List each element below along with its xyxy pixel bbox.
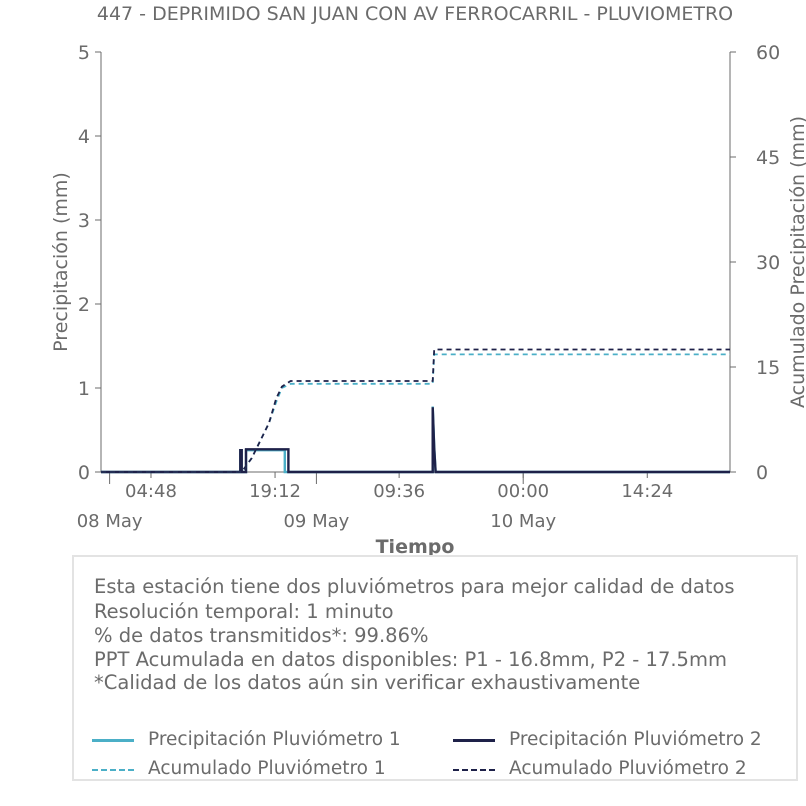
legend-swatch-a2 <box>453 769 495 771</box>
x-tick-label: 09:36 <box>373 481 425 502</box>
y-tick-label: 3 <box>78 210 90 232</box>
y2-tick-label: 15 <box>756 357 780 379</box>
series-line-3 <box>101 353 730 473</box>
legend-swatch-p1 <box>92 739 134 742</box>
x-date-label: 10 May <box>490 511 556 532</box>
y2-tick-label: 60 <box>756 42 780 64</box>
series-line-2 <box>101 407 730 474</box>
x-date-label: 08 May <box>77 511 143 532</box>
info-line-stations: Esta estación tiene dos pluviómetros par… <box>94 575 735 598</box>
y-tick-label: 1 <box>78 378 90 400</box>
info-box: Esta estación tiene dos pluviómetros par… <box>72 555 798 781</box>
legend-label-a1: Acumulado Pluviómetro 1 <box>148 758 386 779</box>
y2-tick-label: 0 <box>756 462 768 484</box>
x-tick-label: 00:00 <box>497 481 549 502</box>
x-tick-label: 04:48 <box>125 481 177 502</box>
chart: 447 - DEPRIMIDO SAN JUAN CON AV FERROCAR… <box>50 3 806 555</box>
x-tick-label: 14:24 <box>621 481 673 502</box>
y2-tick-label: 30 <box>756 252 780 274</box>
y-tick-label: 0 <box>78 462 90 484</box>
y-tick-label: 5 <box>78 42 90 64</box>
y-axis-label: Precipitación (mm) <box>50 172 72 352</box>
chart-title: 447 - DEPRIMIDO SAN JUAN CON AV FERROCAR… <box>97 3 733 25</box>
y-tick-label: 4 <box>78 126 90 148</box>
y2-axis-label: Acumulado Precipitación (mm) <box>787 116 806 408</box>
legend-label-a2: Acumulado Pluviómetro 2 <box>509 758 747 779</box>
x-axis-label: Tiempo <box>376 536 455 555</box>
y2-tick-label: 45 <box>756 147 780 169</box>
x-tick-label: 19:12 <box>249 481 301 502</box>
x-date-label: 09 May <box>283 511 349 532</box>
info-line-quality-note: *Calidad de los datos aún sin verificar … <box>94 671 641 694</box>
y-tick-label: 2 <box>78 294 90 316</box>
info-line-resolution: Resolución temporal: 1 minuto <box>94 600 394 623</box>
legend-label-p1: Precipitación Pluviómetro 1 <box>148 729 401 750</box>
info-line-accumulated: PPT Acumulada en datos disponibles: P1 -… <box>94 648 727 671</box>
series-line-4 <box>101 348 730 473</box>
series-line-1 <box>101 406 730 474</box>
legend-swatch-a1 <box>92 769 134 771</box>
info-line-transmitted: % de datos transmitidos*: 99.86% <box>94 624 429 647</box>
legend-swatch-p2 <box>453 739 495 742</box>
legend-label-p2: Precipitación Pluviómetro 2 <box>509 729 762 750</box>
